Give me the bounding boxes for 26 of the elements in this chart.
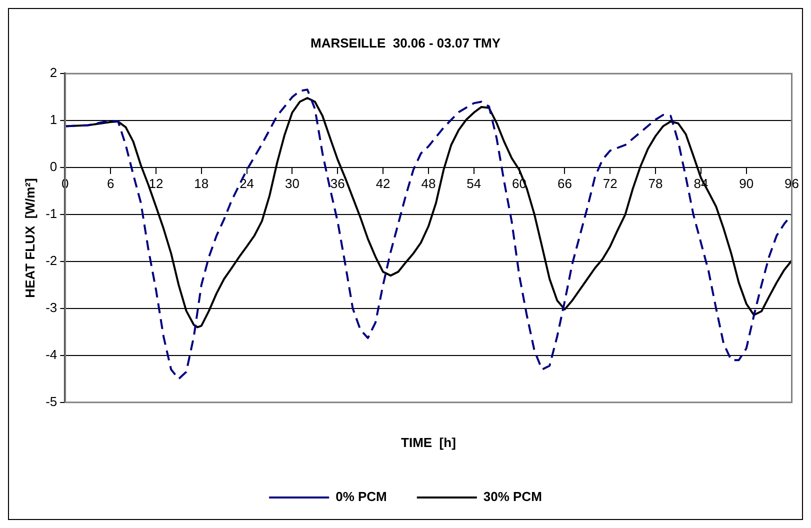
x-tick-label: 66 <box>557 176 572 191</box>
y-tick-label: -2 <box>46 253 58 268</box>
x-tick-label: 12 <box>148 176 164 191</box>
y-tick-label: 2 <box>50 65 58 80</box>
x-tick-label: 18 <box>194 176 209 191</box>
y-tick-label: 1 <box>50 112 58 128</box>
y-tick-label: 0 <box>50 159 58 174</box>
x-tick-label: 36 <box>330 176 345 191</box>
y-tick-label: -5 <box>46 394 58 409</box>
legend-label: 0% PCM <box>336 489 387 504</box>
x-tick-label: 42 <box>376 176 390 191</box>
y-tick-label: -4 <box>46 347 58 362</box>
x-tick-label: 6 <box>106 176 114 191</box>
x-tick-label: 90 <box>739 176 754 191</box>
chart-title: MARSEILLE 30.06 - 03.07 TMY <box>310 35 501 50</box>
x-tick-label: 78 <box>648 176 663 191</box>
x-tick-label: 72 <box>602 176 618 191</box>
legend-label: 30% PCM <box>483 489 542 504</box>
x-tick-label: 96 <box>784 176 800 191</box>
y-tick-label: -1 <box>46 206 58 222</box>
y-tick-label: -3 <box>46 300 58 316</box>
x-tick-label: 48 <box>421 176 436 191</box>
x-axis-title: TIME [h] <box>401 434 456 450</box>
y-axis-title: HEAT FLUX [W/m²] <box>22 178 38 298</box>
x-tick-label: 30 <box>284 176 300 191</box>
x-tick-label: 54 <box>466 176 482 191</box>
